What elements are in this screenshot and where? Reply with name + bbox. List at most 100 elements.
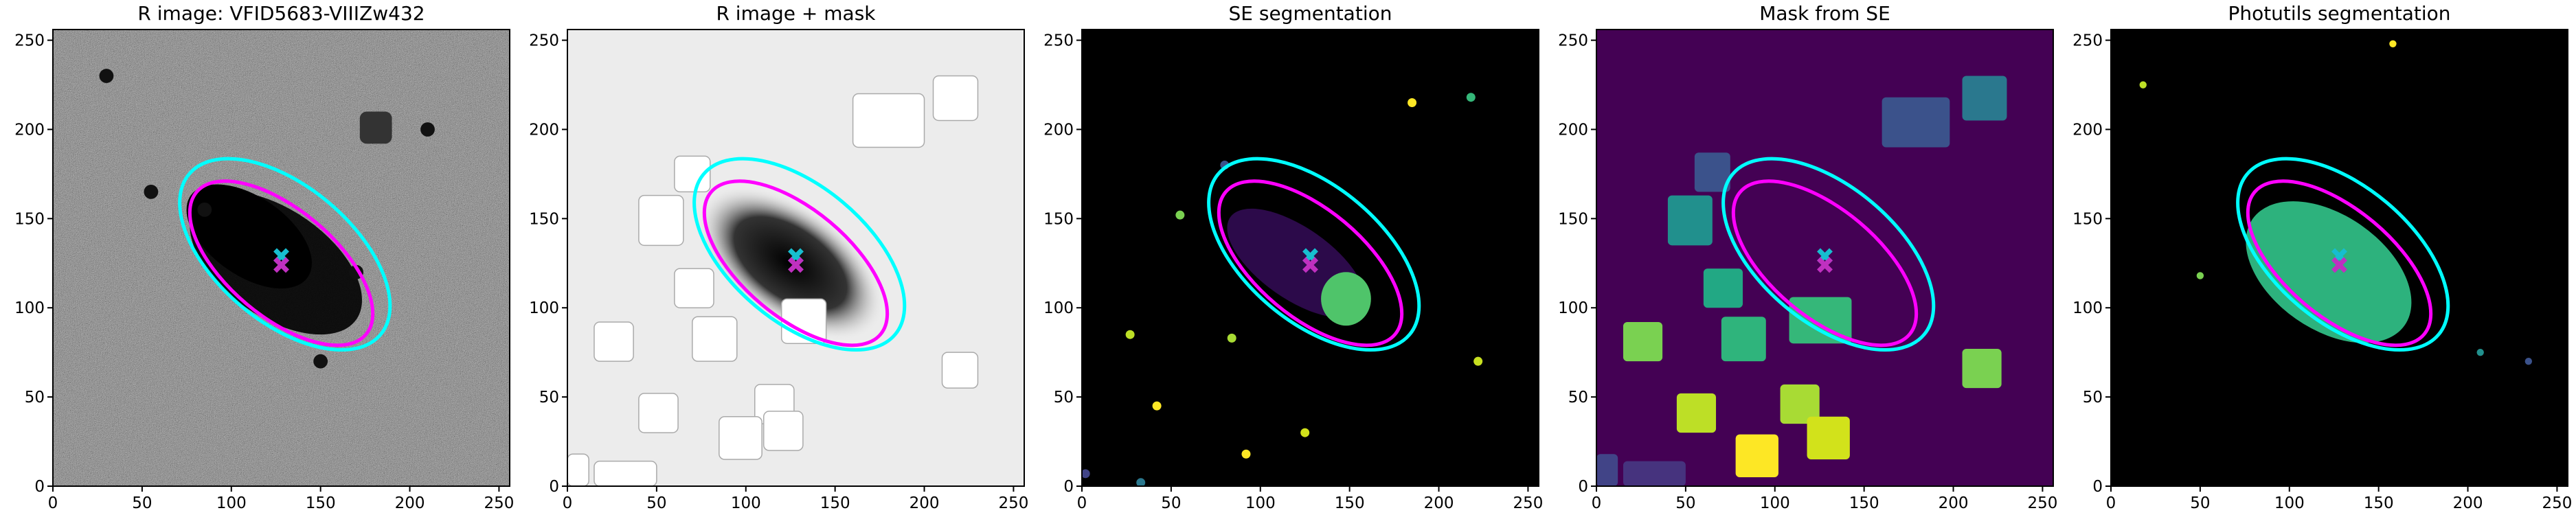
mask-box [1735, 434, 1778, 478]
mask-box [932, 75, 979, 122]
mask-box [1721, 317, 1766, 362]
x-tick-label: 150 [820, 494, 850, 512]
mask-box [567, 453, 589, 486]
blob [1227, 333, 1236, 343]
x-tick-label: 100 [2274, 494, 2305, 512]
image [2111, 30, 2568, 486]
y-tick-label: 100 [529, 299, 559, 317]
axes-frame [1081, 29, 1539, 487]
blob [697, 185, 884, 341]
x-tick-label: 50 [646, 494, 666, 512]
x-tick-label: 0 [563, 494, 573, 512]
x-tick-label: 200 [909, 494, 940, 512]
y-tick-label: 100 [14, 299, 45, 317]
panel: Photutils segmentation 0 50 100 150 200 250 0 50… [2072, 2, 2572, 512]
blob [313, 354, 328, 369]
mask-box [1623, 461, 1686, 486]
blob [1300, 428, 1310, 437]
y-tick-label: 50 [1568, 389, 1588, 407]
x-tick-label: 150 [1335, 494, 1365, 512]
x-tick-label: 150 [2364, 494, 2394, 512]
mask-box [1962, 76, 2007, 121]
marker [273, 257, 289, 273]
blob [1125, 330, 1135, 339]
blob [1466, 93, 1476, 102]
x-tick-label: 50 [132, 494, 152, 512]
y-tick-label: 150 [14, 210, 45, 228]
x-tick-label: 0 [1592, 494, 1602, 512]
mask-box [941, 352, 979, 389]
image [53, 30, 510, 486]
marker [1817, 257, 1833, 273]
y-tick-label: 250 [1558, 32, 1588, 50]
ellipse [2236, 157, 2450, 352]
x-tick-label: 0 [48, 494, 58, 512]
blob [2524, 357, 2533, 365]
ellipse [702, 179, 890, 347]
x-tick-label: 50 [2190, 494, 2210, 512]
blob [99, 69, 114, 83]
image [1596, 30, 2053, 486]
x-tick-label: 50 [1675, 494, 1695, 512]
y-tick-label: 0 [34, 478, 45, 496]
x-tick-label: 100 [731, 494, 761, 512]
mask-box [1596, 454, 1618, 486]
mask-box [1623, 322, 1663, 362]
mask-box [1667, 195, 1713, 246]
y-tick-label: 200 [1558, 121, 1588, 139]
y-tick-label: 250 [14, 32, 45, 50]
mask-box [674, 155, 711, 193]
marker [788, 257, 804, 273]
x-tick-label: 250 [1513, 494, 1543, 512]
mask-box [1703, 268, 1743, 308]
panel-title: Mask from SE [1759, 2, 1890, 25]
x-tick-label: 50 [1161, 494, 1181, 512]
y-tick-label: 200 [529, 121, 559, 139]
panel: R image: VFID5683-VIIIZw432 0 50 100 150 200 2… [14, 2, 514, 512]
y-tick-label: 50 [25, 389, 45, 407]
y-tick-label: 200 [2072, 121, 2103, 139]
blob [1175, 210, 1185, 220]
panel-title: SE segmentation [1229, 2, 1392, 25]
y-tick-label: 100 [2072, 299, 2103, 317]
x-tick-label: 150 [306, 494, 336, 512]
ellipse [692, 157, 907, 352]
axes-frame [1596, 29, 2054, 487]
y-tick-label: 50 [2083, 389, 2103, 407]
mask-box [674, 268, 714, 308]
blob [1408, 98, 1417, 107]
y-tick-label: 250 [1043, 32, 1074, 50]
mask-box [762, 411, 804, 451]
x-tick-label: 200 [1424, 494, 1454, 512]
y-tick-label: 200 [14, 121, 45, 139]
y-tick-label: 150 [1558, 210, 1588, 228]
panel-title: Photutils segmentation [2228, 2, 2450, 25]
y-tick-label: 250 [2072, 32, 2103, 50]
ellipse [188, 179, 375, 347]
mask-box [594, 321, 634, 362]
y-tick-label: 100 [1043, 299, 1074, 317]
blob [1241, 449, 1251, 459]
blob [2246, 201, 2412, 343]
y-tick-label: 250 [529, 32, 559, 50]
x-tick-label: 250 [484, 494, 514, 512]
blob [1082, 469, 1090, 479]
mask-box [638, 194, 684, 247]
y-tick-label: 0 [1578, 478, 1588, 496]
mask-box [692, 316, 738, 362]
image [567, 30, 1024, 486]
x-tick-label: 100 [1245, 494, 1276, 512]
x-tick-label: 250 [2542, 494, 2572, 512]
axes-frame [52, 29, 510, 487]
panel-title: R image: VFID5683-VIIIZw432 [137, 2, 425, 25]
y-tick-label: 0 [2092, 478, 2103, 496]
x-tick-label: 200 [2453, 494, 2483, 512]
panel: Mask from SE 0 50 100 150 200 250 0 50 100 150 200 2… [1558, 2, 2057, 512]
mask-box [852, 93, 925, 148]
blob [2139, 81, 2147, 89]
y-tick-label: 50 [1054, 389, 1074, 407]
ellipse [1721, 157, 1936, 352]
x-tick-label: 200 [395, 494, 425, 512]
star [359, 111, 392, 144]
